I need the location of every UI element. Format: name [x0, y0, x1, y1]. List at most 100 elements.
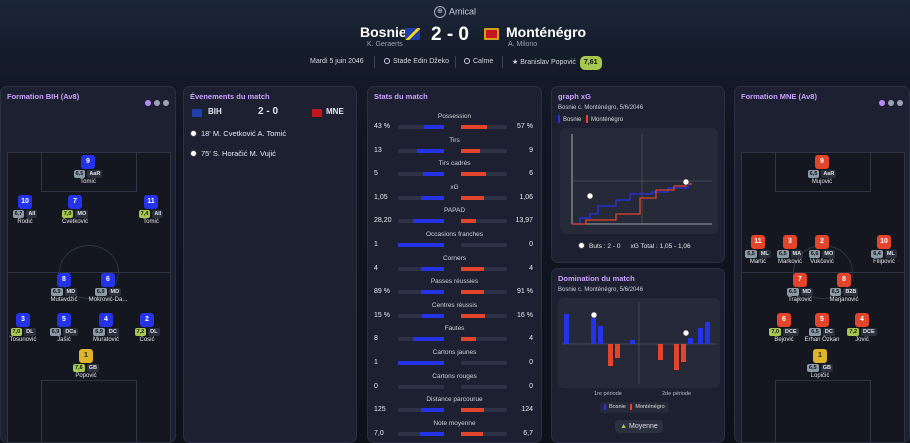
- player-rating-row: 6,5 MA: [767, 250, 813, 258]
- stat-label: Occasions franches: [425, 231, 484, 238]
- stats-title: Stats du match: [374, 92, 428, 101]
- view-dot[interactable]: [888, 100, 894, 106]
- stat-away-fill: [461, 313, 485, 318]
- home-manager: K. Geraerts: [367, 41, 403, 48]
- montenegro-flag-icon: [484, 28, 499, 40]
- view-dot[interactable]: [154, 100, 160, 106]
- player-rating: 7,4: [138, 210, 151, 218]
- player-name: Marjanović: [829, 297, 859, 303]
- domination-chart[interactable]: [558, 298, 720, 388]
- stat-away-fill: [461, 125, 487, 129]
- motm-rating: 7,61: [579, 56, 602, 70]
- player-card[interactable]: 2 6,6 MO Vukčević: [799, 235, 845, 265]
- player-card[interactable]: 5 6,5 DC Erhan Özkan: [799, 313, 845, 343]
- player-name: Erhan Özkan: [804, 337, 840, 343]
- domination-panel: Domination du match Bosnie c. Monténégro…: [551, 268, 725, 443]
- stat-home-fill: [398, 243, 444, 247]
- stat-home-bar: [398, 313, 444, 318]
- player-card[interactable]: 9 6,5 AaR Mujović: [799, 155, 845, 185]
- shirt-icon: 3: [783, 235, 797, 249]
- shirt-icon: 11: [144, 195, 158, 209]
- player-rating: 6,7: [12, 210, 25, 218]
- player-card[interactable]: 8 6,5 B2B Marjanović: [821, 273, 867, 303]
- stadium: Stade Edin Džeko: [384, 56, 449, 68]
- stat-away-fill: [461, 337, 476, 342]
- player-card[interactable]: 4 7,2 DCE Jović: [839, 313, 885, 343]
- stat-away-bar: [461, 313, 507, 318]
- xg-chart[interactable]: [560, 128, 718, 234]
- view-selector[interactable]: [876, 93, 903, 111]
- shirt-icon: 10: [18, 195, 32, 209]
- stat-away-value: 4: [529, 335, 533, 343]
- shirt-icon: 7: [68, 195, 82, 209]
- competition-icon: ⊕: [433, 6, 446, 18]
- shirt-icon: 1: [813, 349, 827, 363]
- domination-bar: [705, 322, 710, 344]
- view-dot[interactable]: [897, 100, 903, 106]
- player-card[interactable]: 10 6,4 ML Filipović: [861, 235, 907, 265]
- stat-label: Tirs cadrés: [438, 160, 471, 168]
- domination-bar: [698, 328, 703, 344]
- player-card[interactable]: 2 7,2 DL Ćosić: [124, 313, 170, 343]
- stat-row: Cartons rouges 0 0: [368, 373, 541, 397]
- stat-away-bar: [461, 384, 507, 389]
- shirt-icon: 11: [751, 235, 765, 249]
- player-name: Martić: [749, 259, 767, 265]
- stat-away-bar: [461, 148, 507, 153]
- player-card[interactable]: 6 7,0 DCE Bejović: [761, 313, 807, 343]
- away-team-name[interactable]: Monténégro: [506, 24, 587, 40]
- player-rating-row: 6,9 MD: [41, 288, 87, 296]
- player-card[interactable]: 7 6,5 MD Trajković: [777, 273, 823, 303]
- stat-row: xG 1,05 1,06: [368, 184, 541, 208]
- stat-row: Possession 43 % 57 %: [368, 113, 541, 137]
- player-position: DL: [148, 328, 160, 336]
- stat-row: Fautes 8 4: [368, 325, 541, 349]
- view-dot[interactable]: [879, 100, 885, 106]
- player-card[interactable]: 11 7,4 All Tomić: [128, 195, 174, 225]
- player-name: Jašić: [57, 337, 71, 343]
- stat-away-fill: [461, 172, 486, 177]
- penalty-area: [41, 380, 137, 442]
- player-card[interactable]: 4 6,9 DC Muratović: [83, 313, 129, 343]
- shirt-icon: 6: [101, 273, 115, 287]
- stat-row: Tirs 13 9: [368, 137, 541, 161]
- player-position: MD: [800, 288, 814, 296]
- player-card[interactable]: 1 6,5 GB Lopičić: [797, 349, 843, 379]
- player-rating-row: 6,5 ML: [735, 250, 781, 258]
- player-card[interactable]: 6 6,9 MD Mokrović-Da...: [85, 273, 131, 303]
- shirt-icon: 9: [815, 155, 829, 169]
- view-dot[interactable]: [163, 100, 169, 106]
- view-selector[interactable]: [142, 93, 169, 111]
- event-goal[interactable]: 75' S. Horačić M. Vujić: [190, 147, 276, 161]
- player-position: All: [26, 210, 38, 218]
- stat-away-value: 4: [529, 264, 533, 272]
- domination-bar: [674, 344, 679, 370]
- view-dot[interactable]: [145, 100, 151, 106]
- event-goal[interactable]: 18' M. Cvetković A. Tomić: [190, 127, 286, 141]
- player-position: DL: [24, 328, 36, 336]
- player-position: B2B: [843, 288, 859, 296]
- player-card[interactable]: 9 6,5 AaR Tomić: [65, 155, 111, 185]
- player-position: GB: [820, 364, 833, 372]
- player-card[interactable]: 7 7,0 MO Cvetković: [52, 195, 98, 225]
- average-button[interactable]: ▲ Moyenne: [615, 420, 663, 433]
- home-team-name[interactable]: Bosnie: [360, 24, 407, 40]
- player-name: Marković: [777, 259, 802, 265]
- stat-away-value: 0: [529, 382, 533, 390]
- player-card[interactable]: 3 6,5 MA Marković: [767, 235, 813, 265]
- stat-home-value: 28,20: [374, 217, 392, 225]
- competition-label: Amical: [448, 6, 476, 17]
- player-card[interactable]: 11 6,5 ML Martić: [735, 235, 781, 265]
- man-of-the-match[interactable]: ★ Branislav Popović 7,61: [512, 56, 602, 70]
- bosnia-flag-icon: [405, 28, 420, 40]
- player-name: Lopičić: [810, 373, 830, 379]
- stat-home-value: 1,05: [374, 193, 388, 201]
- player-card[interactable]: 10 6,7 All Rodić: [2, 195, 48, 225]
- player-rating-row: 7,2 DL: [124, 328, 170, 336]
- player-card[interactable]: 8 6,9 MD Mutavdžić: [41, 273, 87, 303]
- player-card[interactable]: 1 7,6 GB Popović: [63, 349, 109, 379]
- player-card[interactable]: 3 7,0 DL Tosunović: [1, 313, 46, 343]
- player-rating-row: 6,5 AaR: [65, 170, 111, 178]
- player-card[interactable]: 5 6,9 DCs Jašić: [41, 313, 87, 343]
- player-rating: 6,5: [807, 364, 819, 372]
